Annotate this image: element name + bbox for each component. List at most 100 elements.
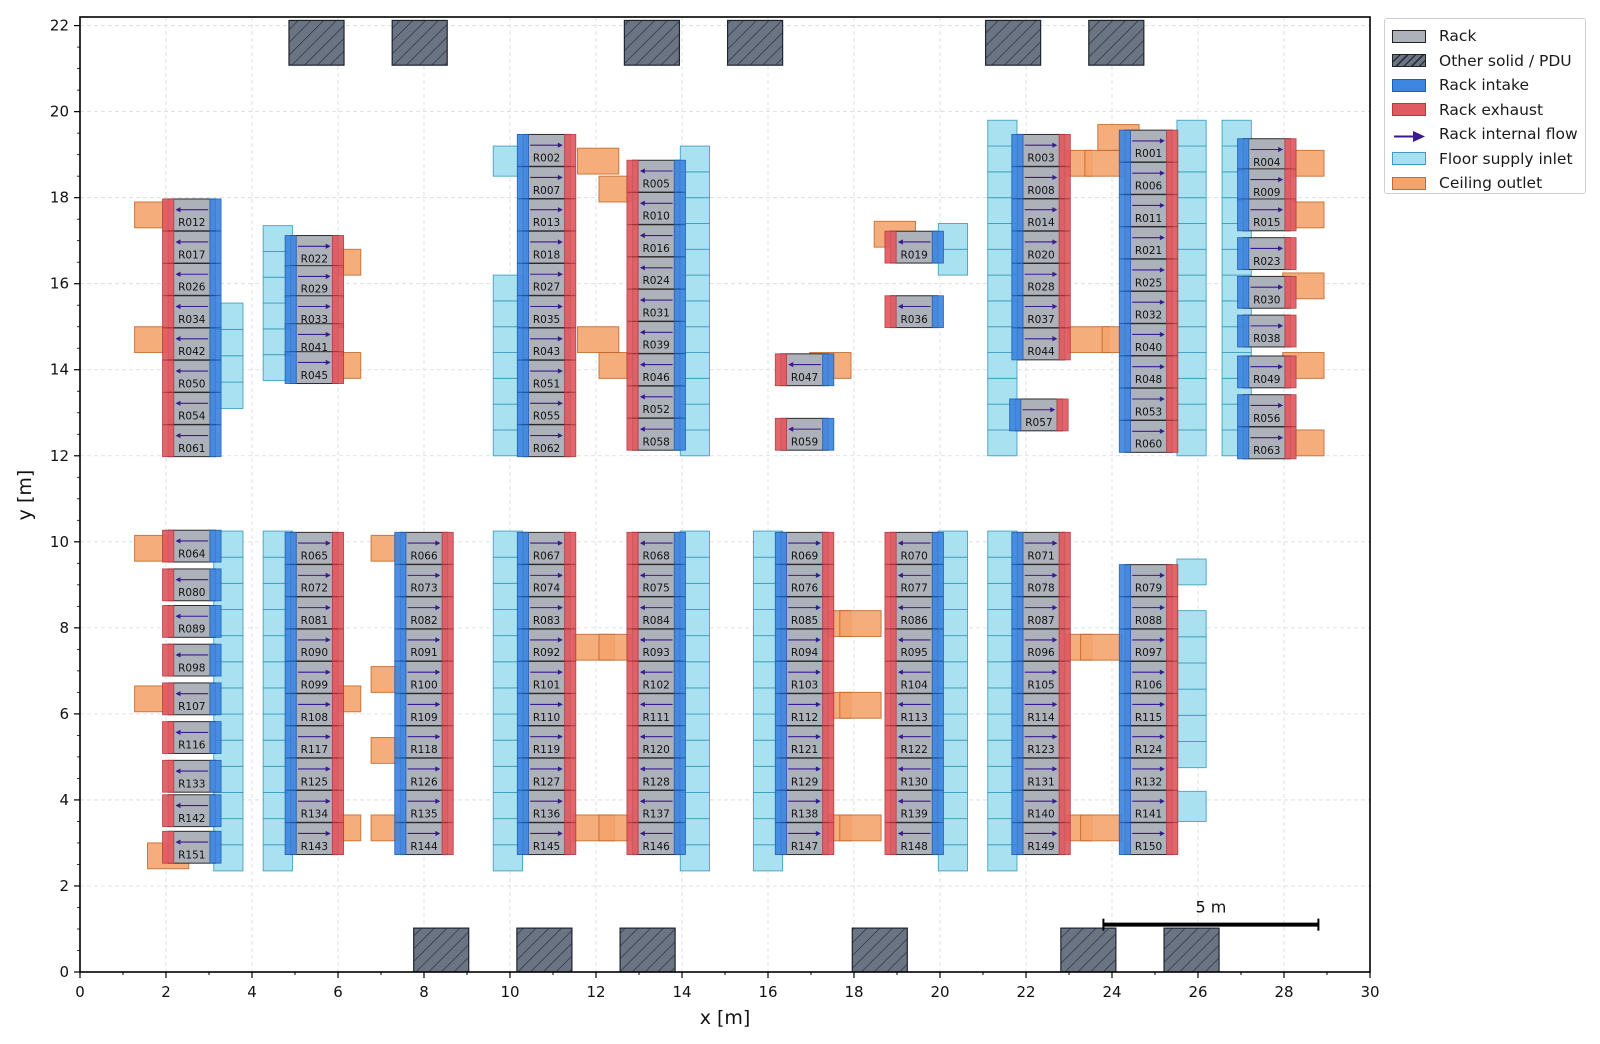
floor-supply-inlet <box>1176 352 1207 379</box>
rack-intake <box>673 693 686 726</box>
rack-body <box>290 323 339 357</box>
legend-swatch-rack <box>1392 29 1426 43</box>
rack: R102 <box>626 660 686 694</box>
rack: R135 <box>394 789 454 823</box>
rack-flow-arrow-head <box>325 669 331 675</box>
rack-exhaust <box>1058 263 1071 296</box>
rack-intake <box>209 359 222 393</box>
x-tick-label: 0 <box>75 983 85 1001</box>
rack-exhaust <box>441 790 454 823</box>
rack: R022 <box>284 235 345 268</box>
rack-label: R105 <box>1027 680 1054 692</box>
rack-intake <box>284 295 297 329</box>
rack-label: R134 <box>301 809 329 821</box>
rack-exhaust <box>331 323 345 357</box>
rack-exhaust <box>1166 822 1179 856</box>
rack-exhaust <box>441 693 454 726</box>
rack: R010 <box>626 192 686 225</box>
rack: R098 <box>162 643 222 677</box>
rack-body <box>522 628 571 662</box>
rack-flow-arrow-head <box>175 538 181 544</box>
rack-flow-arrow-head <box>639 297 645 303</box>
rack-flow-arrow-head <box>1050 407 1056 413</box>
rack-exhaust <box>162 198 175 232</box>
rack-flow-arrow-head <box>1052 540 1058 546</box>
rack: R091 <box>394 628 454 662</box>
rack-label: R147 <box>791 841 818 853</box>
rack-intake <box>1118 420 1131 453</box>
rack-flow-arrow-head <box>557 605 563 611</box>
rack-flow-arrow-head <box>639 572 645 578</box>
other-solid-pdu <box>1088 19 1145 66</box>
rack: R076 <box>774 564 835 597</box>
rack-label: R112 <box>791 712 818 724</box>
rack-intake <box>1118 822 1131 856</box>
x-tick-label: 26 <box>1188 983 1207 1001</box>
rack: R129 <box>774 757 835 791</box>
rack-flow-arrow-head <box>557 766 563 772</box>
rack: R142 <box>162 794 222 828</box>
rack-intake <box>1009 398 1022 432</box>
rack-label: R140 <box>1027 809 1054 821</box>
rack-flow-arrow-head <box>788 361 794 368</box>
rack-exhaust <box>1166 355 1179 389</box>
rack-intake <box>1011 263 1024 296</box>
rack-intake <box>394 757 407 791</box>
x-tick-label: 10 <box>500 983 519 1001</box>
rack-intake <box>1118 660 1131 694</box>
rack-exhaust <box>1284 198 1297 232</box>
rack: R089 <box>162 604 222 638</box>
rack-label: R107 <box>178 701 205 713</box>
scale-bar: 5 m <box>1102 898 1320 931</box>
x-tick-label: 30 <box>1360 983 1379 1001</box>
rack-label: R027 <box>533 282 560 294</box>
rack-exhaust <box>626 757 639 791</box>
rack-flow-arrow-head <box>557 701 563 708</box>
rack-label: R053 <box>1135 406 1162 418</box>
rack-label: R094 <box>791 647 819 659</box>
rack-flow-arrow-head <box>175 207 181 213</box>
rack-intake <box>673 725 686 759</box>
rack-intake <box>516 295 529 329</box>
rack-intake <box>516 725 529 759</box>
rack-body <box>1016 295 1066 329</box>
rack-body <box>522 262 571 296</box>
rack: R043 <box>516 327 577 361</box>
legend-item-ceiling: Ceiling outlet <box>1392 171 1579 196</box>
ceiling-outlet <box>839 814 882 842</box>
rack-flow-arrow-head <box>557 142 563 148</box>
rack-exhaust <box>1284 426 1297 460</box>
rack-intake <box>1118 194 1131 227</box>
rack: R108 <box>284 693 345 727</box>
rack-flow-arrow-head <box>325 830 331 837</box>
other-solids-layer <box>288 19 1220 972</box>
rack: R002 <box>516 133 577 167</box>
rack-exhaust <box>1166 323 1179 357</box>
rack-exhaust <box>1058 628 1071 662</box>
rack: R031 <box>626 288 686 322</box>
rack-flow-arrow-head <box>897 239 903 245</box>
rack: R024 <box>626 256 686 290</box>
rack-flow-arrow-head <box>639 701 645 708</box>
rack-flow-arrow-head <box>1052 142 1058 148</box>
rack: R100 <box>394 660 454 694</box>
rack-flow-arrow-head <box>639 669 645 675</box>
rack: R058 <box>626 417 686 451</box>
rack-exhaust <box>626 353 639 387</box>
rack-flow-arrow-head <box>557 400 563 406</box>
rack-flow-arrow-head <box>1052 572 1058 578</box>
rack: R133 <box>162 759 222 793</box>
rack-body <box>1124 226 1173 260</box>
rack-intake <box>673 159 686 193</box>
rack-body <box>1124 660 1173 694</box>
rack-flow-arrow-head <box>557 798 563 804</box>
rack-label: R018 <box>533 249 560 261</box>
rack-flow-arrow-head <box>1159 701 1165 708</box>
rack: R053 <box>1118 387 1179 421</box>
rack-intake <box>1237 426 1250 460</box>
rack-flow-arrow-head <box>175 729 181 735</box>
rack: R066 <box>394 531 454 565</box>
floor-supply-inlet <box>1176 714 1207 742</box>
racks-layer: R012 R017 R026 R034 R042 R050 R054 R061 R022 R029… <box>162 129 1297 864</box>
rack-label: R138 <box>791 809 818 821</box>
